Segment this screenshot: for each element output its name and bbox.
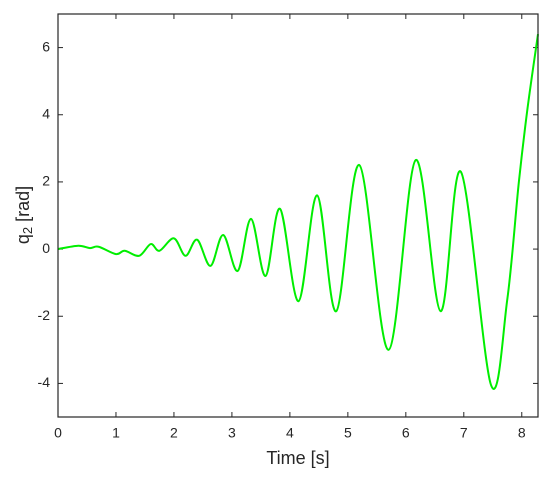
- x-tick-label: 1: [112, 425, 120, 441]
- y-label-main: q: [13, 234, 33, 244]
- y-label-sub: 2: [20, 227, 35, 234]
- x-tick-label: 7: [460, 425, 468, 441]
- y-tick-label: -2: [38, 307, 51, 323]
- y-label-unit: [rad]: [13, 186, 33, 222]
- x-tick-label: 4: [286, 425, 294, 441]
- x-tick-label: 8: [518, 425, 526, 441]
- x-axis-label: Time [s]: [266, 448, 329, 468]
- y-tick-label: 0: [42, 240, 50, 256]
- y-tick-label: 4: [42, 105, 50, 121]
- x-tick-label: 5: [344, 425, 352, 441]
- y-axis-label: q2 [rad]: [13, 186, 36, 244]
- plot-frame: [57, 13, 539, 418]
- y-tick-label: 2: [42, 173, 50, 189]
- x-tick-label: 3: [228, 425, 236, 441]
- x-tick-label: 6: [402, 425, 410, 441]
- line: [57, 34, 539, 390]
- y-tick-label: -4: [38, 374, 51, 390]
- x-tick-label: 2: [170, 425, 178, 441]
- y-tick-label: 6: [42, 38, 50, 54]
- x-tick-label: 0: [54, 425, 62, 441]
